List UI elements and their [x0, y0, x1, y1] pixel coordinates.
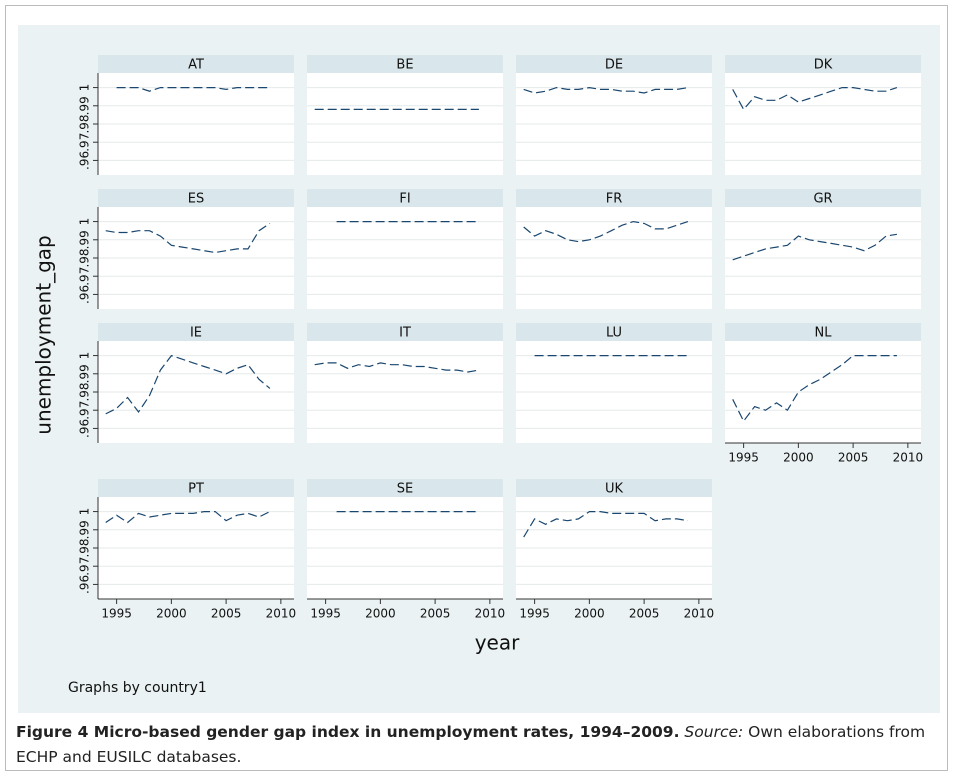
panel-title: UK — [605, 482, 624, 497]
line — [314, 362, 480, 373]
y-tick-label: .99 — [78, 364, 92, 383]
panel-title: ES — [188, 192, 204, 207]
panel-title: DE — [605, 58, 623, 73]
strip — [725, 189, 921, 207]
x-tick-label: 1995 — [519, 607, 550, 621]
strip — [307, 479, 503, 497]
panel-title: IE — [190, 326, 202, 341]
line — [732, 87, 898, 111]
strip — [98, 323, 294, 341]
y-tick-label: .96 — [78, 575, 92, 594]
line — [105, 511, 271, 524]
y-tick-label: .99 — [78, 230, 92, 249]
strip — [307, 189, 503, 207]
x-tick-label: 2000 — [574, 607, 605, 621]
line — [732, 355, 897, 423]
y-axis-title: unemployment_gap — [32, 235, 56, 434]
y-tick-label: .99 — [78, 96, 92, 115]
x-tick-label: 2000 — [156, 607, 187, 621]
y-tick-label: .97 — [78, 401, 92, 420]
panel-title: AT — [188, 58, 204, 73]
strip — [307, 55, 503, 73]
y-tick-label: .97 — [78, 133, 92, 152]
y-tick-label: .96 — [78, 151, 92, 170]
strip — [307, 323, 503, 341]
panel-title: FI — [399, 192, 410, 207]
y-tick-label: .98 — [78, 538, 92, 557]
x-axis-title: year — [475, 631, 520, 655]
line — [105, 222, 271, 254]
x-tick-label: 1995 — [101, 607, 132, 621]
frame — [5, 5, 948, 771]
x-tick-label: 2005 — [838, 451, 869, 465]
line — [105, 354, 271, 415]
panel-title: SE — [397, 482, 413, 497]
panel-title: DK — [814, 58, 833, 73]
line — [732, 233, 897, 261]
panel-title: PT — [188, 482, 204, 497]
y-tick-label: .96 — [78, 419, 92, 438]
x-tick-label: 2005 — [629, 607, 660, 621]
x-tick-label: 1995 — [728, 451, 759, 465]
strip — [98, 479, 294, 497]
x-tick-label: 2010 — [475, 607, 506, 621]
caption-source-label: Source: — [684, 723, 744, 741]
x-tick-label: 2000 — [783, 451, 814, 465]
x-tick-label: 2005 — [420, 607, 451, 621]
strip — [516, 55, 712, 73]
y-tick-label: .98 — [78, 114, 92, 133]
strip — [725, 55, 921, 73]
x-tick-label: 2000 — [365, 607, 396, 621]
y-tick-label: 1 — [78, 218, 92, 226]
y-tick-label: .98 — [78, 248, 92, 267]
line — [523, 86, 688, 94]
caption-title: Figure 4 Micro-based gender gap index in… — [16, 723, 680, 741]
panel-title: BE — [396, 58, 413, 73]
strip — [98, 55, 294, 73]
strip — [516, 479, 712, 497]
y-tick-label: 1 — [78, 352, 92, 360]
y-tick-label: .97 — [78, 557, 92, 576]
x-tick-label: 2010 — [684, 607, 715, 621]
y-tick-label: .96 — [78, 285, 92, 304]
panel-title: LU — [606, 326, 622, 341]
strip — [516, 323, 712, 341]
x-tick-label: 1995 — [310, 607, 341, 621]
caption-source-text: Own elaborations from ECHP and EUSILC da… — [16, 723, 926, 766]
panel-title: FR — [606, 192, 623, 207]
y-tick-label: .97 — [78, 267, 92, 286]
x-tick-label: 2010 — [893, 451, 924, 465]
y-tick-label: .98 — [78, 382, 92, 401]
y-tick-label: 1 — [78, 508, 92, 516]
x-tick-label: 2010 — [266, 607, 297, 621]
panel-title: GR — [813, 192, 832, 207]
note: Graphs by country1 — [68, 680, 207, 696]
panel-title: IT — [399, 326, 411, 341]
y-tick-label: .99 — [78, 520, 92, 539]
line — [523, 220, 689, 243]
y-tick-label: 1 — [78, 84, 92, 92]
panel-title: NL — [815, 326, 833, 341]
line — [523, 511, 688, 538]
caption: Figure 4 Micro-based gender gap index in… — [16, 720, 941, 770]
x-tick-label: 2005 — [211, 607, 242, 621]
strip — [516, 189, 712, 207]
strip — [98, 189, 294, 207]
strip — [725, 323, 921, 341]
